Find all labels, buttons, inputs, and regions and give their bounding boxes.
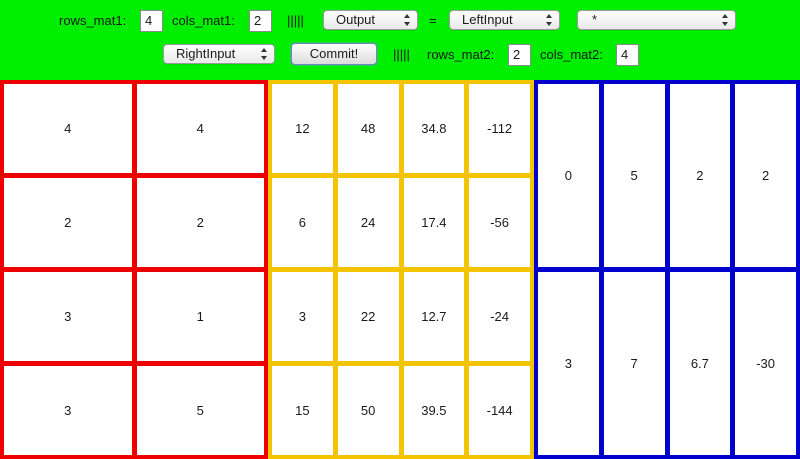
output-matrix-cell[interactable]: 50 <box>337 366 399 455</box>
left-matrix-cell[interactable]: 4 <box>4 84 132 173</box>
right-matrix-cell[interactable]: 6.7 <box>669 272 731 455</box>
right-operand-select-value: RightInput <box>176 46 236 61</box>
equals-sign: = <box>429 13 437 28</box>
target-select-value: Output <box>336 12 376 27</box>
right-input-matrix: 0 5 2 2 3 7 6.7 -30 <box>534 80 800 459</box>
output-matrix-cell[interactable]: 24 <box>337 178 399 267</box>
output-matrix-cell[interactable]: -144 <box>469 366 530 455</box>
rows-mat2-label: rows_mat2: <box>427 47 495 62</box>
toolbar: rows_mat1: 4 cols_mat1: 2 ||||| Output =… <box>0 0 800 80</box>
cols-mat1-input[interactable]: 2 <box>249 10 272 32</box>
right-operand-select[interactable]: RightInput <box>163 44 275 64</box>
output-matrix-cell[interactable]: 3 <box>272 272 333 361</box>
left-operand-select-value: LeftInput <box>462 12 513 27</box>
select-arrows-icon <box>722 14 728 26</box>
output-matrix-cell[interactable]: -112 <box>469 84 530 173</box>
left-operand-select[interactable]: LeftInput <box>449 10 560 30</box>
rows-mat2-input[interactable]: 2 <box>508 44 531 66</box>
left-matrix-cell[interactable]: 3 <box>4 366 132 455</box>
cols-mat2-label: cols_mat2: <box>540 47 603 62</box>
cols-mat2-input[interactable]: 4 <box>616 44 639 66</box>
operator-select-value: * <box>592 12 598 27</box>
left-matrix-cell[interactable]: 1 <box>136 272 264 361</box>
right-matrix-cell[interactable]: 2 <box>735 84 796 267</box>
target-select[interactable]: Output <box>323 10 418 30</box>
right-matrix-cell[interactable]: 0 <box>538 84 599 267</box>
output-matrix-cell[interactable]: 15 <box>272 366 333 455</box>
output-matrix-cell[interactable]: -56 <box>469 178 530 267</box>
output-matrix-cell[interactable]: 22 <box>337 272 399 361</box>
left-matrix-cell[interactable]: 2 <box>4 178 132 267</box>
cols-mat1-label: cols_mat1: <box>172 13 235 28</box>
left-matrix-cell[interactable]: 5 <box>136 366 264 455</box>
left-matrix-cell[interactable]: 2 <box>136 178 264 267</box>
right-matrix-cell[interactable]: 7 <box>603 272 665 455</box>
output-matrix-cell[interactable]: 39.5 <box>403 366 465 455</box>
output-matrix-cell[interactable]: 34.8 <box>403 84 465 173</box>
right-matrix-cell[interactable]: 5 <box>603 84 665 267</box>
output-matrix-cell[interactable]: -24 <box>469 272 530 361</box>
output-matrix-cell[interactable]: 17.4 <box>403 178 465 267</box>
select-arrows-icon <box>404 14 410 26</box>
operator-select[interactable]: * <box>577 10 736 30</box>
left-matrix-cell[interactable]: 4 <box>136 84 264 173</box>
output-matrix-cell[interactable]: 48 <box>337 84 399 173</box>
output-matrix-cell[interactable]: 12 <box>272 84 333 173</box>
rows-mat1-label: rows_mat1: <box>59 13 127 28</box>
right-matrix-cell[interactable]: 2 <box>669 84 731 267</box>
rows-mat1-input[interactable]: 4 <box>140 10 163 32</box>
right-matrix-cell[interactable]: -30 <box>735 272 796 455</box>
commit-button[interactable]: Commit! <box>291 43 377 65</box>
separator: ||||| <box>393 47 410 62</box>
output-matrix: 12 48 34.8 -112 6 24 17.4 -56 3 22 12.7 -24 15 50 39.5… <box>268 80 534 459</box>
select-arrows-icon <box>261 48 267 60</box>
separator: ||||| <box>287 13 304 28</box>
select-arrows-icon <box>546 14 552 26</box>
left-matrix-cell[interactable]: 3 <box>4 272 132 361</box>
output-matrix-cell[interactable]: 6 <box>272 178 333 267</box>
output-matrix-cell[interactable]: 12.7 <box>403 272 465 361</box>
right-matrix-cell[interactable]: 3 <box>538 272 599 455</box>
